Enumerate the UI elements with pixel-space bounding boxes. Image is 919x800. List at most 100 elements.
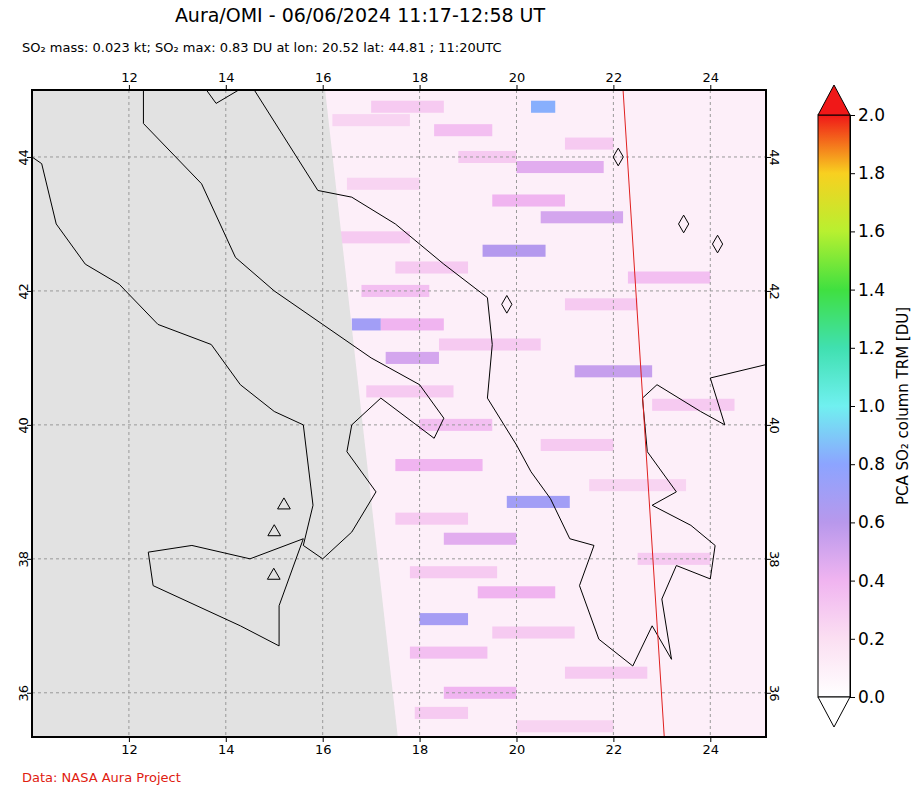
so2-pixel (395, 261, 468, 273)
tick: 20 (509, 737, 526, 757)
grid-line (225, 90, 226, 737)
so2-pixel (531, 101, 555, 113)
grid-line (613, 90, 614, 737)
tick: 22 (606, 70, 623, 90)
tick: 18 (412, 70, 429, 90)
tick-mark (850, 290, 855, 291)
tick: 38 (16, 551, 32, 568)
tick-label: 24 (703, 742, 720, 757)
axis: 3638404244 (766, 91, 782, 738)
tick: 42 (16, 283, 32, 300)
tick-label: 40 (16, 417, 31, 434)
colorbar-axis: 0.00.20.40.60.81.01.21.41.61.82.0 (850, 105, 885, 707)
tick-label: 0.4 (858, 571, 885, 591)
tick: 0.2 (850, 629, 885, 649)
tick-label: 12 (121, 742, 138, 757)
colorbar-extend-max (818, 85, 850, 115)
tick-mark (850, 581, 855, 582)
axis: 12141618202224 (33, 737, 767, 757)
tick: 12 (121, 737, 138, 757)
so2-pixel (565, 298, 638, 310)
tick: 22 (606, 737, 623, 757)
tick-mark (850, 348, 855, 349)
tick-label: 36 (16, 685, 31, 702)
tick-label: 16 (315, 742, 332, 757)
tick: 16 (315, 70, 332, 90)
so2-pixel (386, 352, 439, 364)
tick-label: 22 (606, 70, 623, 85)
tick-mark (850, 639, 855, 640)
title: Aura/OMI - 06/06/2024 11:17-12:58 UT (175, 4, 546, 26)
grid-line (128, 90, 129, 737)
tick: 42 (766, 283, 782, 300)
so2-pixel (565, 667, 647, 679)
so2-pixel (410, 566, 497, 578)
grid-line (32, 290, 766, 291)
tick-mark (850, 406, 855, 407)
orbit-edge (623, 90, 664, 737)
coastline (32, 90, 444, 559)
tick: 1.6 (850, 221, 885, 241)
colorbar-label: PCA SO₂ column TRM [DU] (894, 307, 912, 505)
tick-label: 0.8 (858, 454, 885, 474)
colorbar (818, 115, 850, 697)
so2-pixel (395, 513, 468, 525)
so2-pixel (434, 124, 492, 136)
so2-pixel (492, 194, 565, 206)
grid-line (419, 90, 420, 737)
grid-line (32, 558, 766, 559)
plot-area (32, 90, 766, 737)
so2-pixel (347, 178, 420, 190)
tick: 0.6 (850, 512, 885, 532)
so2-pixel (337, 231, 410, 243)
colorbar-extend-min (818, 697, 850, 727)
tick-label: 0.2 (858, 629, 885, 649)
tick-mark (850, 522, 855, 523)
tick: 20 (509, 70, 526, 90)
tick-label: 14 (218, 742, 235, 757)
so2-pixel (483, 245, 546, 257)
tick-mark (850, 231, 855, 232)
grid-line (322, 90, 323, 737)
so2-pixel (565, 138, 613, 150)
tick-label: 0.0 (858, 687, 885, 707)
coastline (206, 90, 766, 666)
tick-label: 1.2 (858, 338, 885, 358)
tick: 0.0 (850, 687, 885, 707)
plot-frame (32, 90, 766, 737)
so2-pixel (352, 318, 381, 330)
diamond-marker (613, 148, 623, 166)
tick-label: 42 (16, 283, 31, 300)
so2-pixel (332, 114, 410, 126)
tick-label: 22 (606, 742, 623, 757)
tick: 1.0 (850, 396, 885, 416)
tick: 1.4 (850, 280, 885, 300)
grid-line (710, 90, 711, 737)
volcano (267, 568, 280, 579)
tick-label: 42 (767, 283, 782, 300)
so2-pixel (381, 318, 444, 330)
so2-pixel (541, 211, 623, 223)
so2-pixel (541, 439, 614, 451)
so2-pixel (628, 272, 710, 284)
tick: 1.2 (850, 338, 885, 358)
credit: Data: NASA Aura Project (22, 770, 181, 785)
so2-pixel (415, 707, 468, 719)
diamond-marker (712, 235, 722, 253)
volcano (278, 498, 291, 509)
tick-mark (850, 697, 855, 698)
tick: 0.8 (850, 454, 885, 474)
so2-pixel (439, 338, 541, 350)
no-data-region (32, 90, 398, 737)
tick-label: 38 (767, 551, 782, 568)
so2-pixel (366, 385, 453, 397)
so2-pixel (444, 533, 517, 545)
coastline (148, 539, 303, 646)
tick-label: 1.4 (858, 280, 885, 300)
tick: 40 (16, 417, 32, 434)
tick-label: 36 (767, 685, 782, 702)
tick: 16 (315, 737, 332, 757)
map-figure: Aura/OMI - 06/06/2024 11:17-12:58 UTSO₂ … (0, 0, 919, 800)
diamond-marker (502, 295, 512, 313)
so2-pixel (516, 720, 613, 732)
